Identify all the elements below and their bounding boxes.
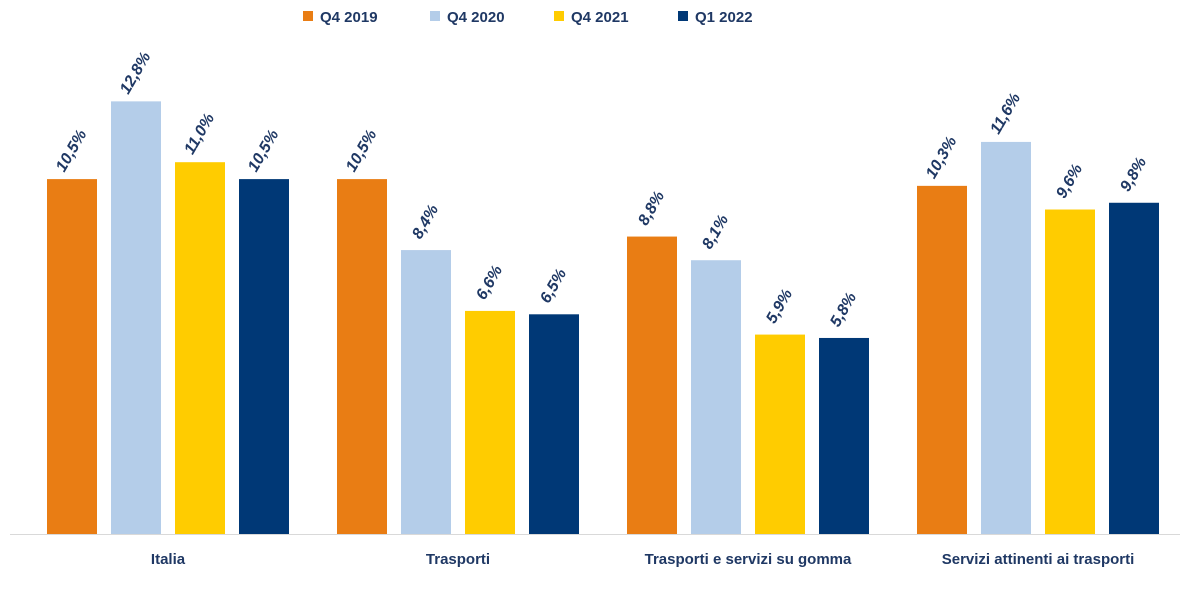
value-label-3-3: 5,9% [763,286,796,326]
bar-1-3 [175,162,225,534]
value-label-3-1: 8,8% [635,188,668,228]
value-label-4-1: 10,3% [923,134,960,182]
legend-label-2: Q4 2020 [447,9,505,26]
bar-1-4 [239,179,289,534]
value-label-2-2: 8,4% [409,202,442,242]
bar-2-3 [465,310,515,534]
value-label-2-3: 6,6% [473,263,506,303]
value-label-4-4: 9,8% [1117,155,1150,195]
bar-4-2 [981,141,1031,535]
value-label-1-3: 11,0% [181,111,218,158]
category-label-2: Trasporti [426,551,490,568]
bar-4-4 [1109,202,1159,534]
category-label-1: Italia [151,551,186,568]
bar-4-3 [1045,209,1095,534]
bar-4-1 [917,185,967,535]
value-label-1-2: 12,8% [117,49,154,97]
legend-label-4: Q1 2022 [695,9,753,26]
bar-3-4 [819,337,869,534]
bar-3-1 [627,236,677,534]
bar-1-2 [111,101,161,535]
value-label-1-4: 10,5% [245,127,282,175]
value-label-3-4: 5,8% [827,290,860,330]
bar-3-2 [691,260,741,534]
category-label-3: Trasporti e servizi su gomma [645,551,852,568]
legend-label-3: Q4 2021 [571,9,629,26]
bar-3-3 [755,334,805,534]
bar-2-4 [529,314,579,534]
value-label-2-1: 10,5% [343,127,380,175]
bars-group [47,101,1159,535]
category-labels-group: Italia Trasporti Trasporti e servizi su go… [151,551,1134,568]
value-label-4-2: 11,6% [987,90,1024,137]
legend-swatch-4 [678,11,688,21]
legend-swatch-3 [554,11,564,21]
legend-swatch-1 [303,11,313,21]
bar-1-1 [47,179,97,534]
legend-swatch-2 [430,11,440,21]
bar-2-1 [337,179,387,534]
bar-2-2 [401,250,451,534]
value-label-4-3: 9,6% [1053,161,1086,201]
legend-label-1: Q4 2019 [320,9,378,26]
value-label-2-4: 6,5% [537,266,570,306]
legend: Q4 2019 Q4 2020 Q4 2021 Q1 2022 [303,9,753,26]
value-label-3-2: 8,1% [699,212,732,252]
category-label-4: Servizi attinenti ai trasporti [942,551,1135,568]
value-label-1-1: 10,5% [53,127,90,175]
